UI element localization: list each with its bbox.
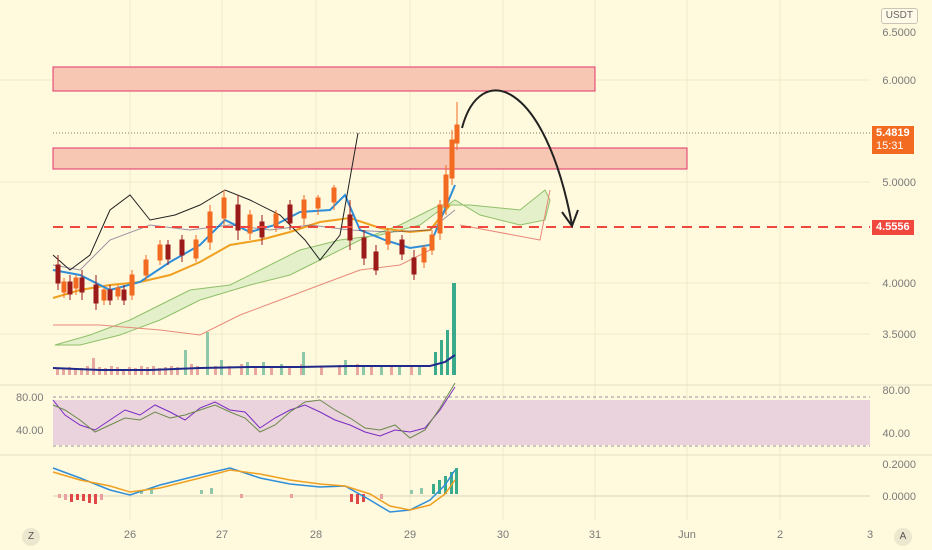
rsi-left-lower-label: 40.00: [16, 425, 44, 437]
rsi-band: [53, 400, 870, 445]
price-label-4-0: 4.0000: [882, 278, 916, 290]
time-label-30: 30: [497, 529, 509, 541]
cloud-projection-line: [459, 189, 551, 241]
zoom-button[interactable]: Z: [22, 528, 40, 546]
macd-histogram: [58, 468, 458, 504]
candle-timer: 15:31: [876, 140, 904, 152]
auto-scale-button[interactable]: A: [894, 528, 912, 546]
macd-line: [52, 467, 456, 513]
time-label-28: 28: [310, 529, 322, 541]
macd-signal-line: [52, 469, 456, 511]
arrow-head-icon: [561, 209, 579, 229]
rsi-line: [52, 386, 456, 437]
price-label-3-5: 3.5000: [882, 329, 916, 341]
slow-moving-average: [52, 204, 451, 299]
time-label-3: 3: [867, 529, 873, 541]
level-price-tag: 4.5556: [872, 220, 914, 235]
conversion-line: [52, 132, 359, 271]
time-label-31: 31: [589, 529, 601, 541]
rsi-left-upper-label: 80.00: [16, 392, 44, 404]
time-label-29: 29: [404, 529, 416, 541]
time-label-26: 26: [124, 529, 136, 541]
volume-average-line: [52, 354, 456, 371]
rsi-signal-line: [52, 382, 456, 439]
lagging-span-line: [53, 249, 431, 336]
time-label-jun: Jun: [678, 529, 696, 541]
rsi-right-upper-label: 80.00: [882, 385, 910, 397]
rsi-right-lower-label: 40.00: [882, 428, 910, 440]
projection-arrow-path[interactable]: [461, 89, 573, 226]
time-label-27: 27: [216, 529, 228, 541]
ichimoku-cloud: [54, 189, 551, 346]
current-price-value: 5.4819: [876, 127, 910, 139]
macd-label-zero: 0.0000: [882, 491, 916, 503]
macd-label-upper: 0.2000: [882, 459, 916, 471]
currency-unit-badge[interactable]: USDT: [880, 8, 918, 24]
current-price-tag: 5.4819 15:31: [872, 126, 914, 154]
price-label-5-0: 5.0000: [882, 177, 916, 189]
resistance-zone-upper[interactable]: [52, 66, 596, 92]
resistance-zone-lower[interactable]: [52, 147, 688, 170]
time-label-2: 2: [777, 529, 783, 541]
price-label-6-5: 6.5000: [882, 27, 916, 39]
price-label-6-0: 6.0000: [882, 75, 916, 87]
